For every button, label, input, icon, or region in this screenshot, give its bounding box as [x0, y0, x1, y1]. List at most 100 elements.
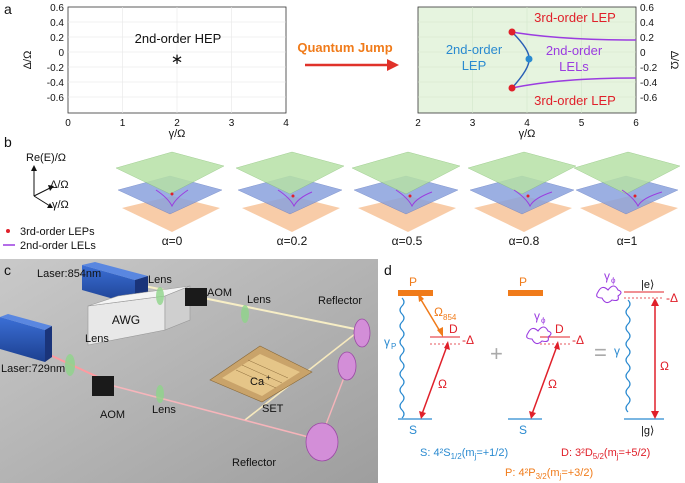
panel-letter-d: d: [384, 262, 392, 278]
awg-label: AWG: [112, 313, 140, 327]
x-tick: 4: [524, 118, 530, 129]
y-tick: -0.2: [47, 63, 65, 74]
x-tick: 4: [283, 118, 289, 129]
lel-label-line1: 2nd-order: [546, 43, 603, 58]
legend-lel-label: 2nd-order LELs: [20, 240, 96, 252]
ket-g: |g⟩: [641, 425, 654, 437]
gamma-p-sub: P: [391, 342, 396, 351]
set-label: SET: [262, 403, 284, 415]
y-tick: 0.4: [50, 18, 64, 29]
p-definition: P: 4²P3/2(mj=+3/2): [505, 467, 593, 481]
hep-marker: ∗: [171, 51, 184, 68]
panel-letter-a: a: [4, 1, 12, 17]
y-tick: -0.4: [640, 78, 658, 89]
lens: [156, 385, 164, 403]
level-p-label: P: [409, 275, 417, 289]
x-tick: 3: [470, 118, 476, 129]
level-s-label: S: [519, 423, 527, 437]
alpha-label: α=0: [162, 234, 183, 248]
surface-alpha-0.2: [235, 151, 345, 232]
level-d-label: D: [449, 322, 458, 336]
lens: [156, 287, 164, 305]
gamma-phi: γ: [604, 269, 610, 283]
lens: [65, 354, 75, 376]
ion-label: Ca: [250, 376, 265, 388]
aom-bottom-label: AOM: [100, 409, 125, 421]
x-tick: 2: [174, 118, 180, 129]
ket-e: |e⟩: [641, 279, 654, 291]
y-tick: -0.4: [47, 78, 65, 89]
laser-729-label: Laser:729nm: [1, 363, 65, 375]
reflector-bottom-label: Reflector: [232, 457, 276, 469]
y-tick: 0.4: [640, 18, 654, 29]
right-lep-plot: 2 3 4 5 6 0.6 0.4 0.2 0 -0.2 -0.4 -0.6 γ…: [415, 3, 680, 140]
y-axis-label: Δ/Ω: [668, 51, 680, 70]
level-d-label: D: [555, 322, 564, 336]
quantum-jump-arrow: Quantum Jump: [297, 40, 399, 71]
panel-letter-c: c: [4, 262, 11, 278]
lens-label: Lens: [148, 274, 172, 286]
x-tick: 6: [633, 118, 639, 129]
omega-854: Ω: [434, 305, 443, 319]
lep2-label-line2: LEP: [462, 58, 487, 73]
ion-charge: +: [266, 373, 271, 382]
y-tick: -0.2: [640, 63, 658, 74]
lep2-label-line1: 2nd-order: [446, 42, 503, 57]
y-tick: 0: [640, 48, 646, 59]
gamma-label: γ: [614, 344, 620, 358]
y-tick: 0.2: [640, 33, 654, 44]
alpha-label: α=0.2: [277, 234, 308, 248]
axis-delta-label: Δ/Ω: [50, 179, 69, 191]
lep-top-label: 3rd-order LEP: [534, 10, 616, 25]
level-diagram-2: P D γ ϕ S Ω: [508, 275, 570, 437]
gamma-p: γ: [384, 335, 390, 349]
surface-alpha-0.8: [467, 151, 577, 232]
x-tick: 5: [579, 118, 585, 129]
y-axis-label: Δ/Ω: [22, 51, 34, 70]
surface-alpha-0: [115, 151, 225, 232]
omega-label: Ω: [548, 377, 557, 391]
lens-label: Lens: [152, 404, 176, 416]
gamma-phi-sub: ϕ: [541, 316, 546, 325]
s-definition: S: 4²S1/2(mj=+1/2): [420, 447, 508, 461]
x-axis-label: γ/Ω: [519, 128, 536, 140]
equals-sign: =: [594, 340, 607, 365]
gamma-phi: γ: [534, 309, 540, 323]
lens: [241, 305, 249, 323]
y-tick: 0: [58, 48, 64, 59]
level-diagram-3: |e⟩ γ ϕ -Δ |g⟩ γ Ω: [596, 269, 678, 437]
axis-gamma-label: γ/Ω: [52, 199, 69, 211]
quantum-jump-label: Quantum Jump: [297, 40, 392, 55]
hep-annotation: 2nd-order HEP: [135, 31, 222, 46]
plus-sign: +: [490, 341, 503, 366]
y-tick: 0.6: [50, 3, 64, 14]
minus-delta: -Δ: [666, 291, 678, 305]
lens-label: Lens: [85, 333, 109, 345]
laser-854-label: Laser:854nm: [37, 268, 101, 280]
lep-legend-marker: [6, 229, 10, 233]
minus-delta: -Δ: [462, 333, 474, 347]
x-axis-label: γ/Ω: [169, 128, 186, 140]
omega-label: Ω: [660, 359, 669, 373]
y-tick: 0.6: [640, 3, 654, 14]
axis-re-label: Re(E)/Ω: [26, 152, 66, 164]
alpha-label: α=1: [617, 234, 638, 248]
x-tick: 2: [415, 118, 421, 129]
x-tick: 1: [120, 118, 126, 129]
panel-letter-b: b: [4, 134, 12, 150]
alpha-label: α=0.8: [509, 234, 540, 248]
lens-label: Lens: [247, 294, 271, 306]
experimental-setup-photo: c Laser:854nm Laser:729nm AWG AOM AOM Le: [0, 259, 378, 483]
state-definitions: S: 4²S1/2(mj=+1/2) D: 3²D5/2(mj=+5/2) P:…: [420, 447, 650, 481]
reflector-top-label: Reflector: [318, 295, 362, 307]
level-p-label: P: [519, 275, 527, 289]
left-hep-plot: 0 1 2 3 4 0.6 0.4 0.2 0 -0.2 -0.4 -0.6 γ…: [22, 3, 289, 140]
x-tick: 3: [229, 118, 235, 129]
y-tick: -0.6: [47, 93, 65, 104]
omega-854-sub: 854: [443, 313, 457, 322]
level-s-label: S: [409, 423, 417, 437]
alpha-label: α=0.5: [392, 234, 423, 248]
aom-top-label: AOM: [207, 287, 232, 299]
legend-lep-label: 3rd-order LEPs: [20, 226, 95, 238]
